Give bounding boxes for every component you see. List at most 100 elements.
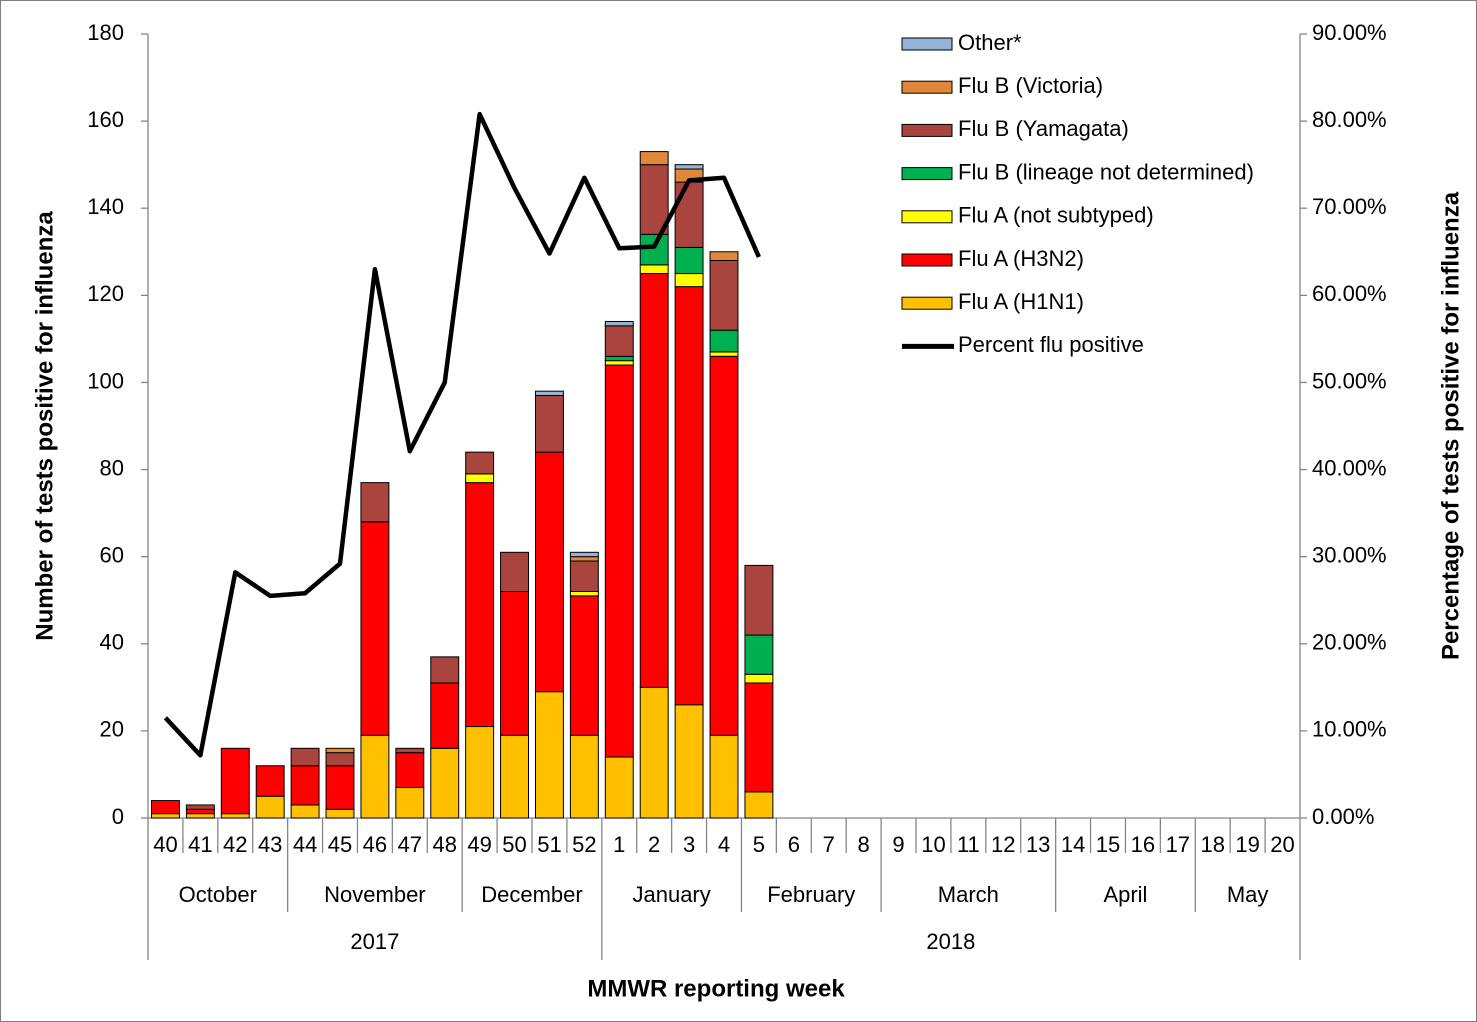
x-tick-label: 44: [293, 832, 317, 857]
bar-segment: [744, 564, 774, 636]
bar-segment: [709, 355, 739, 736]
bar-segment: [290, 765, 320, 806]
x-tick-label: 42: [223, 832, 247, 857]
bar-segment: [709, 734, 739, 819]
bar-segment: [534, 451, 564, 693]
month-label: May: [1227, 882, 1269, 907]
legend-label: Flu A (not subtyped): [958, 203, 1154, 228]
bar-segment: [395, 752, 425, 789]
y2-tick-label: 30.00%: [1312, 542, 1387, 567]
x-tick-label: 2: [648, 832, 660, 857]
y-tick-label: 160: [87, 107, 124, 132]
bar-segment: [290, 747, 320, 767]
bar-segment: [604, 325, 634, 357]
legend-swatch: [901, 253, 953, 267]
legend-label: Other*: [958, 30, 1022, 55]
x-tick-label: 3: [683, 832, 695, 857]
bar-segment: [674, 286, 704, 706]
bar-segment: [604, 756, 634, 819]
bar-segment: [465, 451, 495, 475]
y2-tick-label: 80.00%: [1312, 107, 1387, 132]
legend-swatch: [901, 37, 953, 51]
bar-segment: [569, 591, 599, 597]
y-axis-title: Number of tests positive for influenza: [31, 211, 58, 641]
y-tick-label: 40: [100, 630, 124, 655]
bar-segment: [639, 264, 669, 275]
bar-segment: [674, 273, 704, 288]
bar-segment: [255, 765, 285, 797]
bar-segment: [395, 747, 425, 754]
bar-segment: [325, 808, 355, 819]
year-label: 2018: [926, 929, 975, 954]
month-label: December: [481, 882, 582, 907]
bar-segment: [639, 151, 669, 166]
bar-segment: [185, 808, 215, 815]
x-tick-label: 18: [1200, 832, 1224, 857]
legend-swatch: [901, 210, 953, 224]
bar-segment: [430, 656, 460, 684]
y-tick-label: 0: [112, 804, 124, 829]
x-tick-label: 7: [823, 832, 835, 857]
bar-segment: [534, 691, 564, 819]
x-tick-label: 6: [788, 832, 800, 857]
month-label: April: [1103, 882, 1147, 907]
y-tick-label: 180: [87, 20, 124, 45]
legend-label: Flu B (lineage not determined): [958, 159, 1254, 184]
x-tick-label: 52: [572, 832, 596, 857]
month-label: October: [179, 882, 257, 907]
bar-segment: [430, 747, 460, 819]
bar-segment: [674, 704, 704, 819]
x-tick-label: 20: [1270, 832, 1294, 857]
x-tick-label: 9: [892, 832, 904, 857]
bar-segment: [604, 320, 634, 327]
x-tick-label: 13: [1026, 832, 1050, 857]
month-label: February: [767, 882, 855, 907]
x-tick-label: 45: [328, 832, 352, 857]
y-tick-label: 60: [100, 542, 124, 567]
bar-segment: [674, 181, 704, 248]
bar-segment: [709, 351, 739, 357]
x-tick-label: 8: [858, 832, 870, 857]
x-tick-label: 5: [753, 832, 765, 857]
x-tick-label: 41: [188, 832, 212, 857]
x-tick-label: 51: [537, 832, 561, 857]
legend-swatch: [901, 123, 953, 137]
y2-tick-label: 40.00%: [1312, 455, 1387, 480]
bar-segment: [639, 686, 669, 819]
legend-label: Flu A (H1N1): [958, 289, 1084, 314]
legend-swatch: [901, 80, 953, 94]
y2-tick-label: 0.00%: [1312, 804, 1374, 829]
x-tick-label: 40: [153, 832, 177, 857]
bar-segment: [500, 734, 530, 819]
bar-segment: [604, 364, 634, 758]
bar-segment: [220, 813, 250, 819]
legend-swatch: [901, 296, 953, 310]
y-tick-label: 80: [100, 455, 124, 480]
bar-segment: [360, 521, 390, 736]
month-label: November: [324, 882, 425, 907]
x-tick-label: 15: [1096, 832, 1120, 857]
x-tick-label: 49: [467, 832, 491, 857]
bar-segment: [360, 734, 390, 819]
x-tick-label: 1: [613, 832, 625, 857]
y-tick-label: 140: [87, 194, 124, 219]
bar-segment: [604, 360, 634, 366]
legend-label: Flu B (Victoria): [958, 73, 1103, 98]
x-tick-label: 47: [398, 832, 422, 857]
bar-segment: [360, 482, 390, 523]
x-tick-label: 46: [363, 832, 387, 857]
bar-segment: [500, 551, 530, 593]
x-axis-title: MMWR reporting week: [587, 975, 845, 1002]
x-tick-label: 43: [258, 832, 282, 857]
x-tick-label: 50: [502, 832, 526, 857]
bar-segment: [639, 233, 669, 266]
bar-segment: [674, 164, 704, 170]
bar-segment: [500, 591, 530, 736]
x-tick-label: 12: [991, 832, 1015, 857]
bar-segment: [744, 673, 774, 684]
x-tick-label: 19: [1235, 832, 1259, 857]
y2-tick-label: 20.00%: [1312, 630, 1387, 655]
bar-segment: [220, 747, 250, 815]
